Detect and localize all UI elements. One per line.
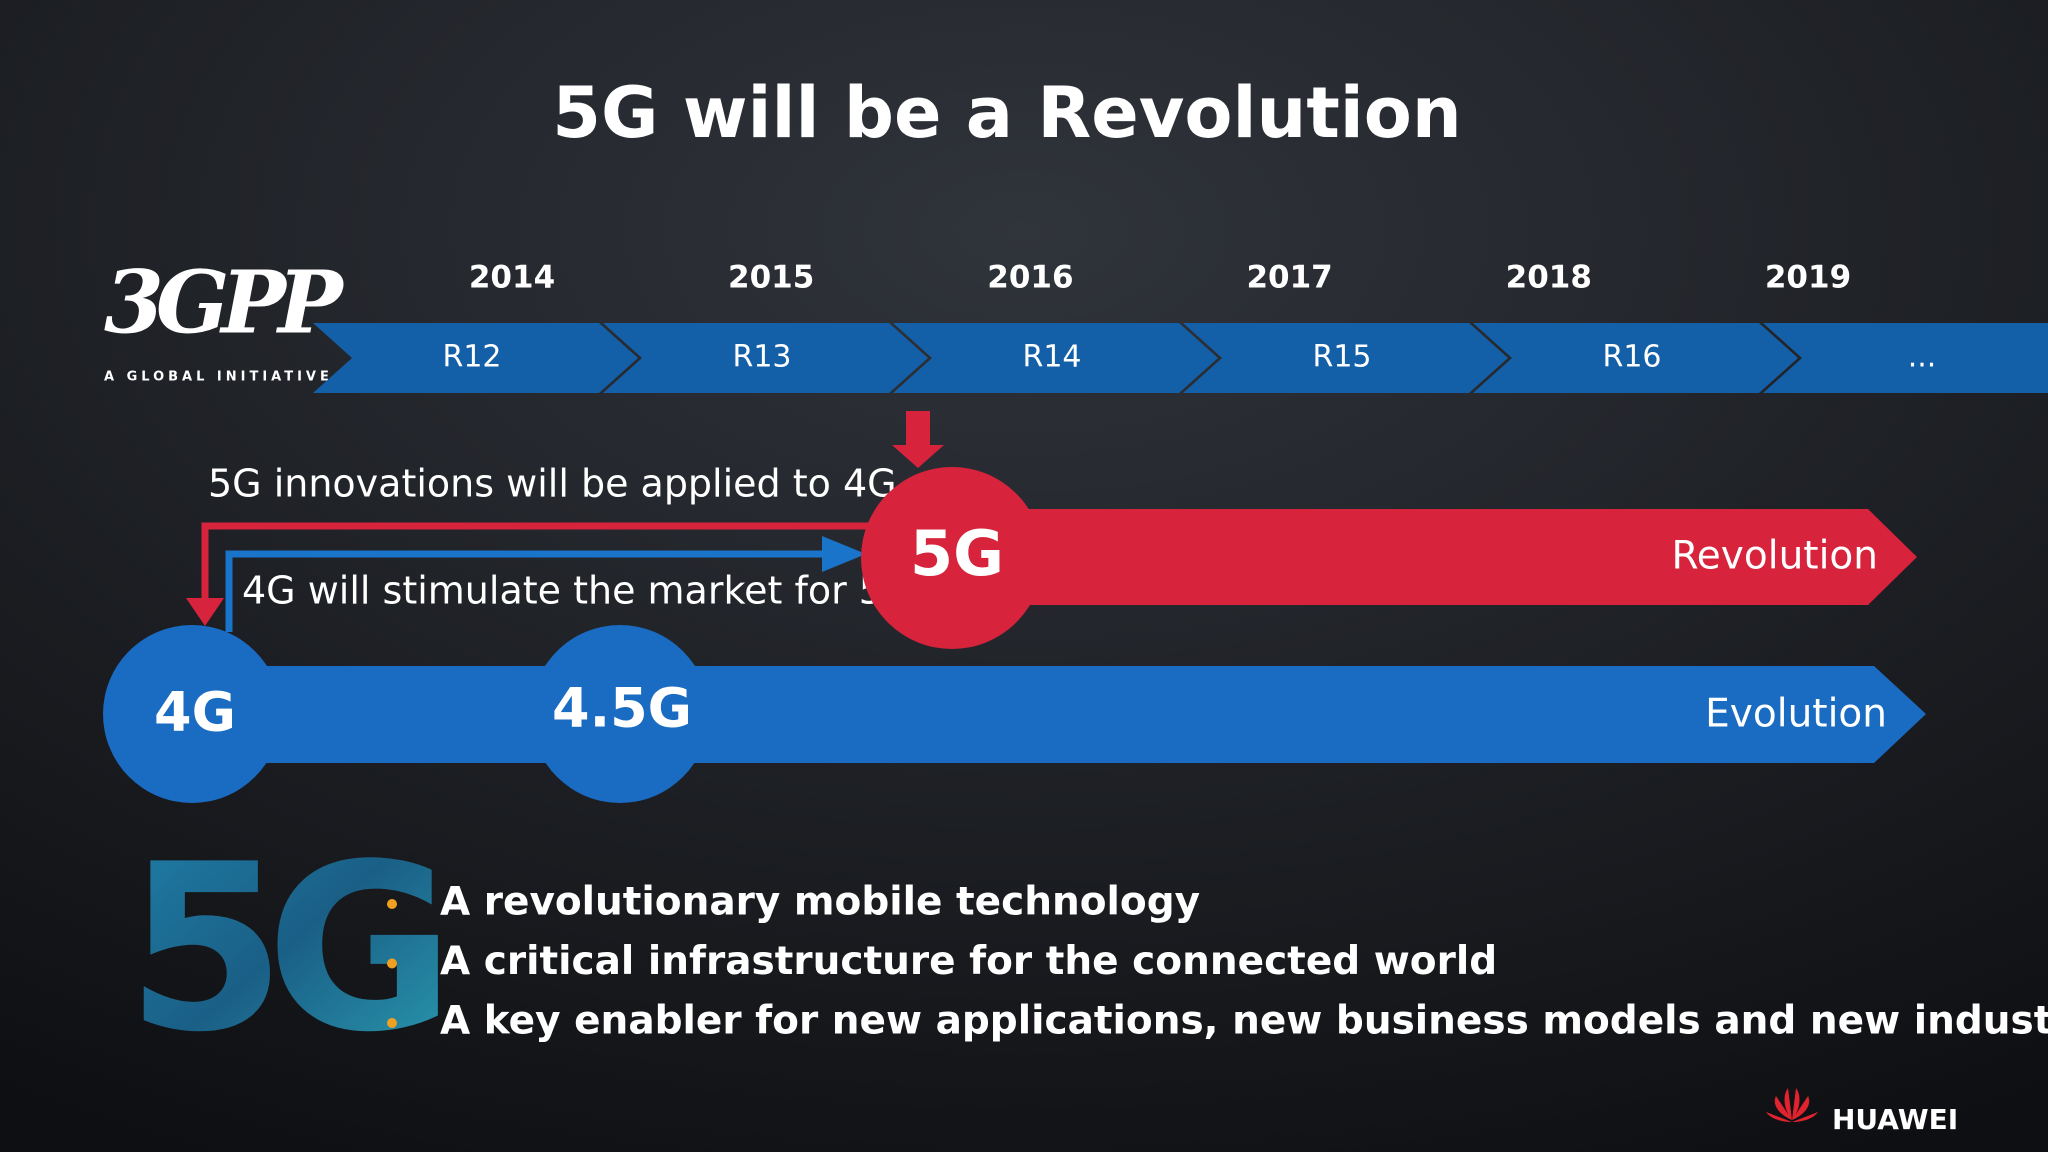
evolution-band — [196, 666, 1926, 763]
year-label: 2015 — [728, 260, 814, 296]
innovation-line — [201, 522, 869, 604]
release-chevron — [1183, 323, 1508, 393]
brand-logo — [1766, 1088, 1818, 1122]
release-label: ... — [1908, 340, 1937, 375]
flow-label: 5G innovations will be applied to 4G — [208, 462, 897, 506]
stimulate-line — [225, 550, 846, 632]
node-4g — [103, 625, 281, 803]
release-label: R15 — [1312, 340, 1371, 375]
year-label: 2016 — [987, 260, 1073, 296]
node-label: 4.5G — [552, 677, 692, 740]
band-label: Revolution — [1671, 534, 1878, 579]
band-label: Evolution — [1705, 692, 1887, 737]
arrowhead — [822, 536, 866, 572]
release-label: R14 — [1022, 340, 1081, 375]
logo-name: 3GPP — [104, 253, 345, 354]
node-label: 5G — [910, 517, 1004, 590]
flow-label: 4G will stimulate the market for 5G — [242, 569, 912, 613]
bullets: A revolutionary mobile technology A criti… — [387, 880, 2048, 1044]
release-label: R13 — [732, 340, 791, 375]
bullet-text: A revolutionary mobile technology — [440, 880, 1200, 925]
bullet-dot — [387, 899, 397, 909]
bullet-dot — [387, 958, 397, 969]
down-arrow — [892, 411, 944, 468]
node-5g — [861, 467, 1043, 649]
bullet-text: A key enabler for new applications, new … — [440, 999, 2048, 1044]
title: 5G will be a Revolution — [552, 72, 1461, 154]
release-label: R12 — [442, 340, 501, 375]
release-chevron — [893, 323, 1218, 393]
year-label: 2014 — [469, 260, 555, 296]
timeline: R12 R13 R14 R15 R16 ... 2014 2015 2016 2017 2018 20… — [313, 260, 2048, 393]
bullet-text: A critical infrastructure for the connec… — [440, 939, 1497, 984]
release-chevron — [313, 323, 638, 393]
revolution-band — [954, 509, 1917, 605]
release-chevron — [1473, 323, 1798, 393]
year-label: 2019 — [1765, 260, 1851, 296]
bullet-dot — [387, 1018, 397, 1028]
brand: HUAWEI — [1832, 1103, 1958, 1136]
year-label: 2017 — [1246, 260, 1332, 296]
year-label: 2018 — [1506, 260, 1592, 296]
node-4-5g — [531, 625, 709, 803]
release-chevron — [1763, 323, 2048, 393]
logo-tagline: A GLOBAL INITIATIVE — [104, 370, 333, 385]
arrowhead — [186, 598, 224, 626]
node-label: 4G — [154, 681, 236, 744]
badge: 5G — [126, 816, 438, 1083]
release-label: R16 — [1602, 340, 1661, 375]
release-chevron — [603, 323, 928, 393]
